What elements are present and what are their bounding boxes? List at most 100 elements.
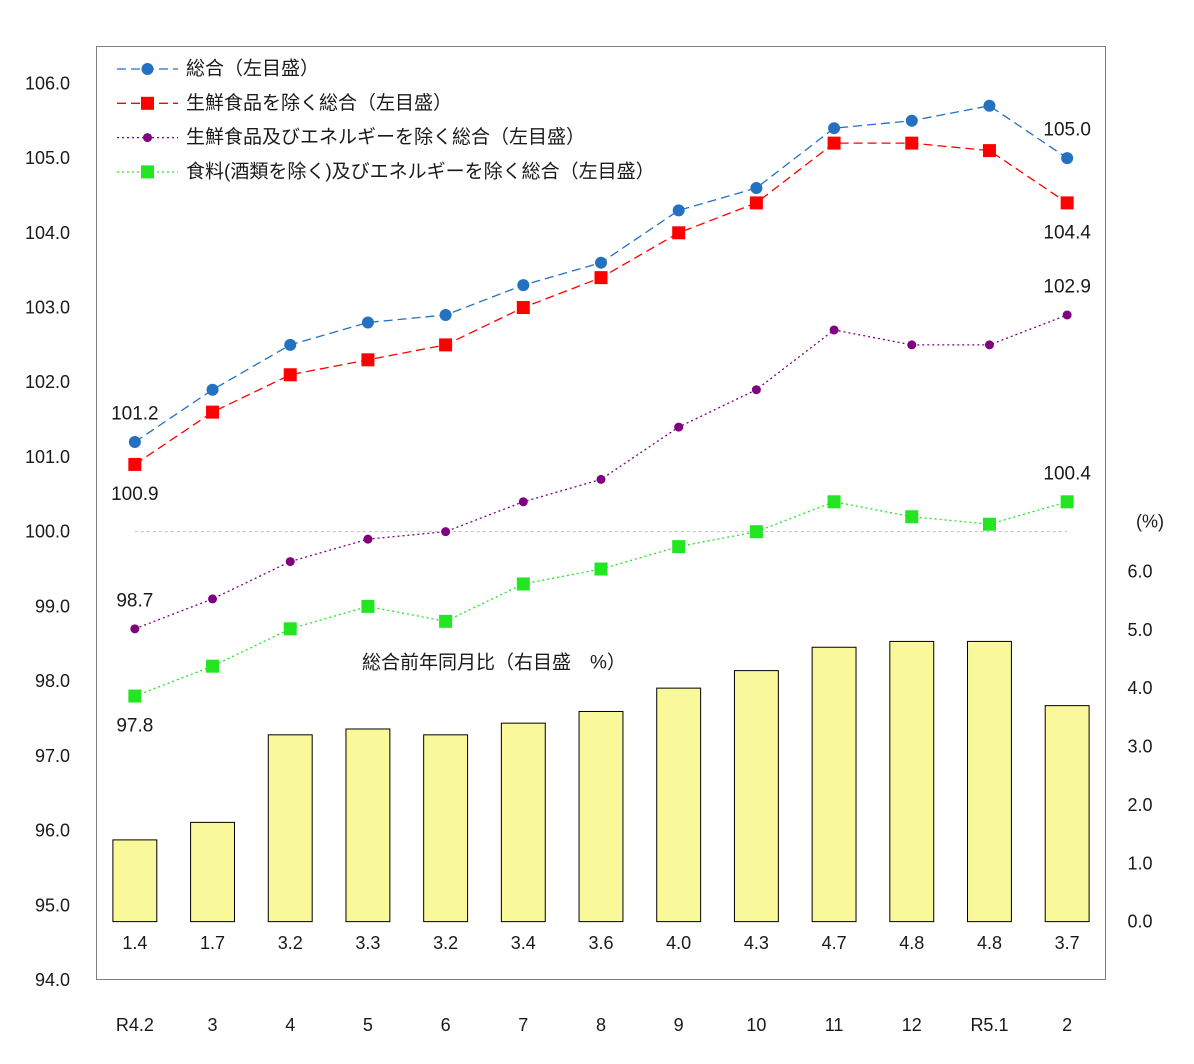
data-label: 104.4 — [1043, 222, 1091, 243]
data-point — [518, 497, 528, 507]
bar — [578, 710, 624, 923]
bar — [967, 640, 1012, 923]
data-point — [827, 495, 841, 509]
data-point — [828, 122, 841, 135]
data-point — [284, 338, 297, 351]
data-point — [128, 457, 142, 471]
x-tick-label: 12 — [902, 1015, 922, 1035]
data-point — [361, 353, 375, 367]
data-point — [672, 204, 685, 217]
bar-value-label: 3.7 — [1055, 933, 1080, 953]
x-tick-label: 11 — [825, 1015, 844, 1035]
legend: 総合（左目盛） 生鮮食品を除く総合（左目盛） 生鮮食品及びエネルギーを除く総合（左目… — [117, 58, 655, 182]
data-point — [672, 540, 686, 554]
data-point — [827, 136, 841, 150]
bar-value-label: 1.7 — [200, 933, 225, 953]
bar-value-label: 4.7 — [822, 933, 847, 953]
bar-value-label: 3.3 — [355, 933, 380, 953]
data-point — [283, 622, 297, 636]
data-point — [128, 689, 142, 703]
bar — [267, 734, 313, 923]
x-tick-label: 8 — [596, 1015, 606, 1035]
bar — [345, 728, 391, 923]
bar-value-label: 3.4 — [511, 933, 536, 953]
data-point — [829, 325, 839, 335]
y-right-tick-label: 0.0 — [1127, 912, 1152, 932]
data-point — [905, 510, 919, 524]
y-left-tick-label: 101.0 — [25, 447, 70, 467]
x-tick-label: 6 — [441, 1015, 451, 1035]
legend-label: 食料(酒類を除く)及びエネルギーを除く総合（左目盛） — [186, 160, 655, 182]
y-left-tick-label: 103.0 — [25, 298, 70, 318]
x-tick-label: 3 — [208, 1015, 218, 1035]
x-tick-label: R5.1 — [970, 1015, 1008, 1035]
y-left-tick-label: 105.0 — [25, 148, 70, 168]
data-point — [439, 308, 452, 321]
legend-label: 総合（左目盛） — [186, 58, 319, 80]
y-left-tick-label: 97.0 — [35, 746, 70, 766]
data-point — [595, 256, 607, 269]
data-label: 101.2 — [111, 404, 159, 425]
data-point — [441, 527, 451, 537]
data-point — [905, 136, 919, 150]
data-point — [594, 271, 608, 285]
data-point — [982, 144, 996, 158]
y-right-tick-label: 1.0 — [1127, 853, 1152, 873]
bar — [656, 687, 702, 923]
data-point — [128, 436, 141, 449]
data-point — [439, 338, 453, 352]
data-point — [907, 340, 917, 350]
data-point — [283, 368, 297, 382]
legend-item: 総合（左目盛） — [117, 58, 319, 80]
bar-value-label: 3.2 — [278, 933, 303, 953]
y-left-tick-label: 95.0 — [35, 895, 70, 915]
data-point — [1060, 495, 1074, 509]
data-point — [984, 340, 994, 350]
bar-series-annotation: 総合前年同月比（右目盛 %） — [362, 652, 626, 674]
data-point — [285, 557, 295, 567]
data-label-group: 101.2 105.0 100.9 104.4 98.7 102.9 97.8 100.4 1.… — [111, 120, 1091, 953]
bar — [500, 722, 546, 923]
y-left-tick-label: 94.0 — [35, 970, 70, 990]
data-label: 100.9 — [111, 484, 159, 505]
data-point — [439, 614, 453, 628]
bar-value-label: 3.6 — [588, 933, 613, 953]
legend-item: 生鮮食品を除く総合（左目盛） — [117, 92, 452, 114]
data-label: 100.4 — [1043, 463, 1091, 484]
legend-marker — [143, 133, 152, 143]
data-point — [1060, 196, 1074, 210]
bar — [190, 821, 235, 923]
data-point — [751, 385, 761, 395]
bar — [423, 734, 469, 923]
data-point — [206, 405, 220, 419]
y-right-tick-label: 5.0 — [1127, 620, 1152, 640]
data-point — [206, 659, 220, 673]
legend-marker — [141, 165, 154, 179]
data-point — [130, 624, 140, 634]
x-tick-label: 7 — [518, 1015, 528, 1035]
data-point — [749, 525, 763, 539]
data-point — [982, 517, 996, 531]
y-left-tick-label: 100.0 — [25, 522, 70, 542]
y-right-tick-label: 4.0 — [1127, 678, 1152, 698]
data-point — [516, 577, 530, 591]
data-point — [361, 599, 375, 613]
bar-value-label: 3.2 — [433, 933, 458, 953]
data-point — [594, 562, 608, 576]
data-point — [983, 99, 996, 112]
y-left-tick-label: 99.0 — [35, 596, 70, 616]
bar-value-label: 1.4 — [122, 933, 147, 953]
data-label: 102.9 — [1043, 276, 1091, 297]
y-left-tick-label: 102.0 — [25, 372, 70, 392]
legend-item: 食料(酒類を除く)及びエネルギーを除く総合（左目盛） — [117, 160, 655, 182]
data-point — [1062, 310, 1072, 320]
data-point — [672, 226, 686, 240]
bar — [733, 670, 779, 923]
bar-value-label: 4.8 — [899, 933, 924, 953]
plot-frame — [96, 46, 1106, 980]
data-label: 98.7 — [116, 590, 153, 611]
legend-marker — [141, 63, 154, 75]
legend-item: 生鮮食品及びエネルギーを除く総合（左目盛） — [117, 126, 585, 148]
x-tick-label: 5 — [363, 1015, 373, 1035]
